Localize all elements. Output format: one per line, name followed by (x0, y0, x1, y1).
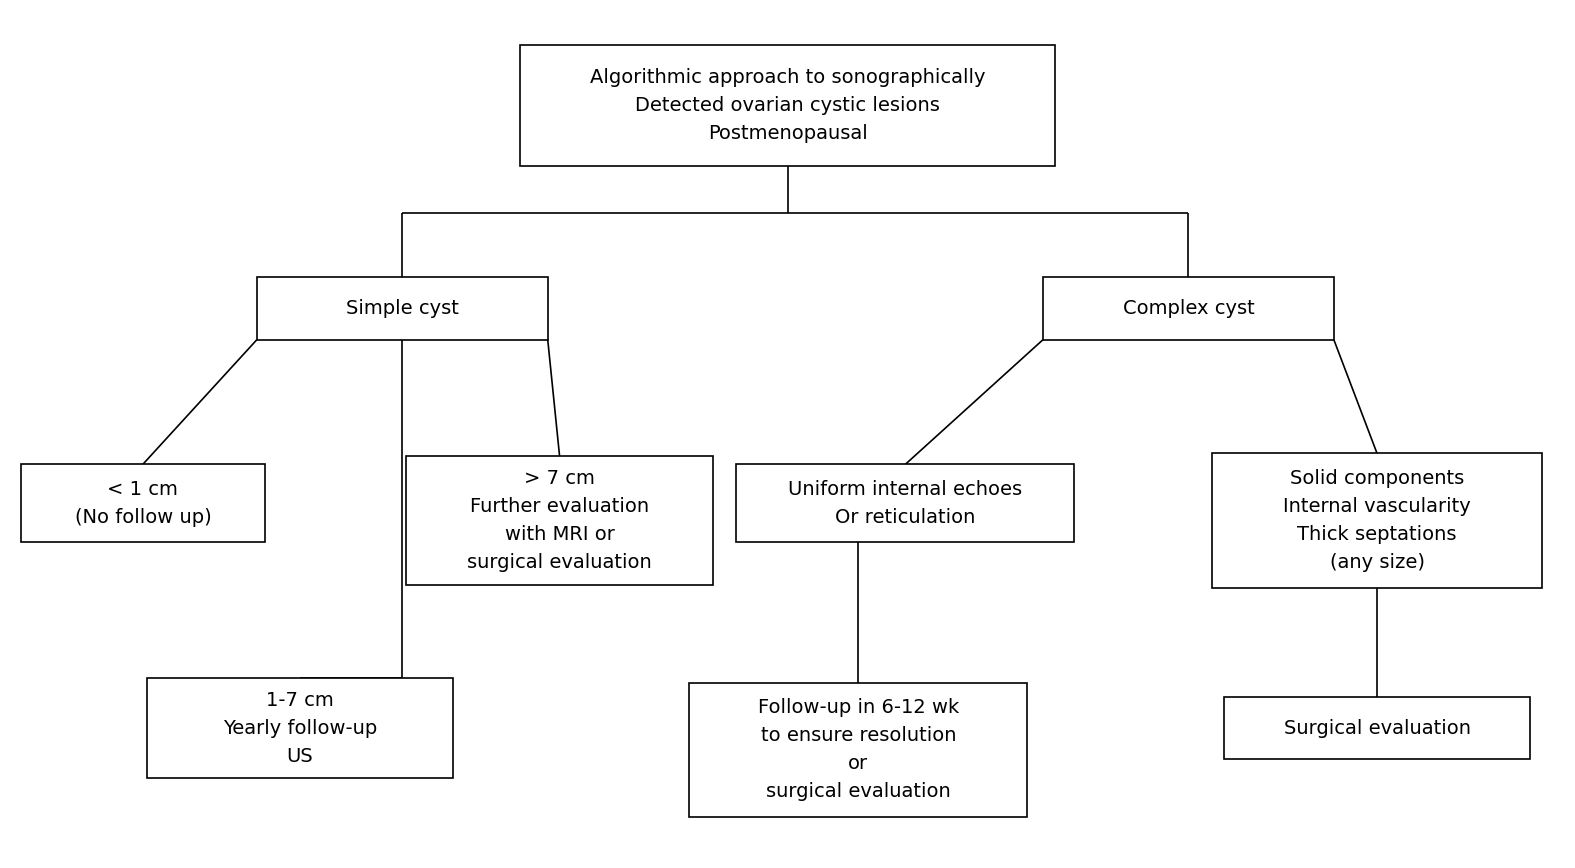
FancyBboxPatch shape (737, 464, 1074, 542)
Text: Solid components
Internal vascularity
Thick septations
(any size): Solid components Internal vascularity Th… (1284, 469, 1471, 572)
Text: < 1 cm
(No follow up): < 1 cm (No follow up) (74, 480, 211, 527)
FancyBboxPatch shape (146, 679, 454, 778)
FancyBboxPatch shape (1213, 453, 1542, 588)
FancyBboxPatch shape (520, 44, 1055, 166)
Text: Complex cyst: Complex cyst (1123, 299, 1254, 318)
FancyBboxPatch shape (690, 683, 1027, 817)
Text: Uniform internal echoes
Or reticulation: Uniform internal echoes Or reticulation (789, 480, 1022, 527)
FancyBboxPatch shape (20, 464, 265, 542)
Text: Algorithmic approach to sonographically
Detected ovarian cystic lesions
Postmeno: Algorithmic approach to sonographically … (589, 68, 986, 142)
Text: Follow-up in 6-12 wk
to ensure resolution
or
surgical evaluation: Follow-up in 6-12 wk to ensure resolutio… (758, 699, 959, 801)
Text: Simple cyst: Simple cyst (346, 299, 458, 318)
FancyBboxPatch shape (257, 278, 548, 339)
Text: > 7 cm
Further evaluation
with MRI or
surgical evaluation: > 7 cm Further evaluation with MRI or su… (468, 469, 652, 572)
FancyBboxPatch shape (406, 456, 713, 585)
Text: Surgical evaluation: Surgical evaluation (1284, 719, 1471, 738)
FancyBboxPatch shape (1043, 278, 1334, 339)
Text: 1-7 cm
Yearly follow-up
US: 1-7 cm Yearly follow-up US (224, 691, 378, 766)
FancyBboxPatch shape (1224, 697, 1531, 760)
